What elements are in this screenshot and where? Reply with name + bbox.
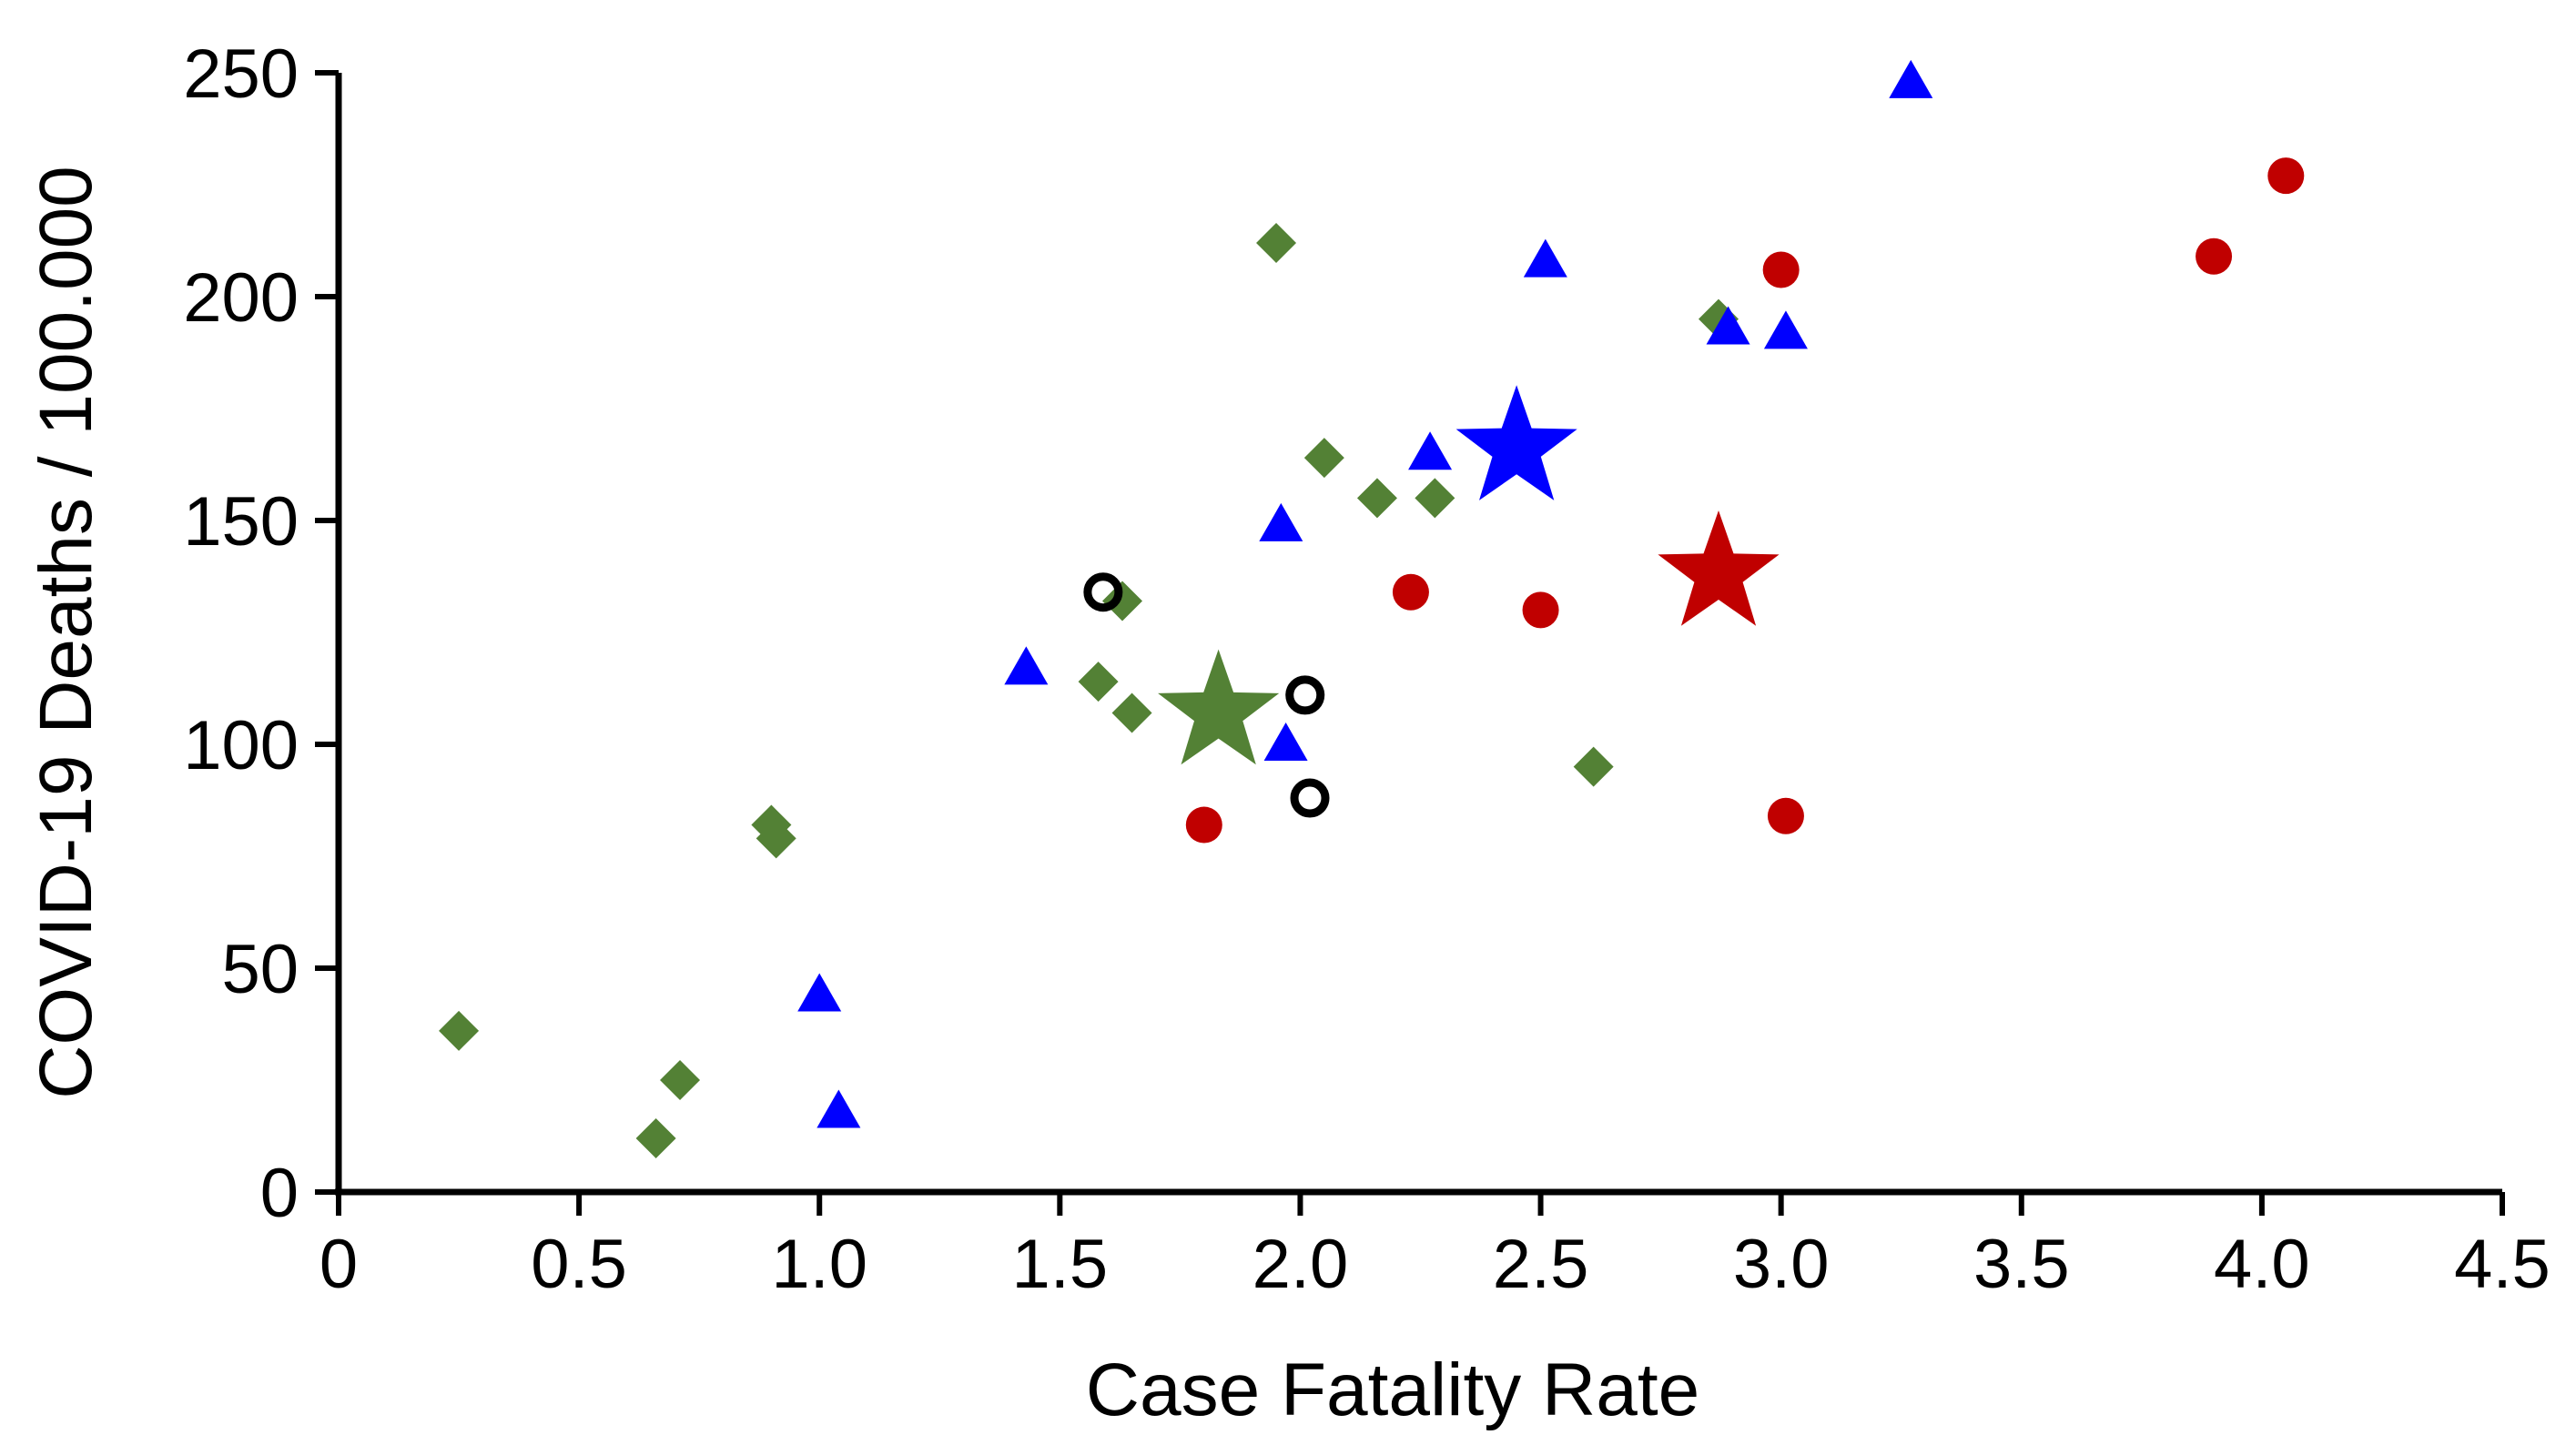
triangle-marker [816, 1089, 861, 1128]
x-ticks: 0 0.5 1.0 1.5 2.0 2.5 3.0 3.5 4.0 4.5 [319, 1192, 2551, 1303]
y-tick-label: 100 [183, 707, 299, 784]
y-tick-label: 50 [221, 931, 299, 1008]
diamond-marker [1415, 478, 1455, 519]
diamond-marker [1356, 478, 1397, 519]
triangle-marker [1706, 306, 1750, 345]
triangle-marker [1889, 59, 1933, 98]
diamond-marker [660, 1060, 701, 1100]
y-tick-label: 150 [183, 483, 299, 561]
diamond-marker [1078, 662, 1119, 702]
circle-marker [1762, 251, 1800, 288]
triangle-marker [1763, 310, 1808, 349]
open-circle-marker [1083, 572, 1123, 612]
star-marker [1158, 649, 1280, 765]
x-tick-label: 0.5 [531, 1226, 627, 1303]
x-tick-label: 0 [319, 1226, 358, 1303]
circle-marker [2267, 157, 2305, 195]
y-tick-label: 250 [183, 35, 299, 113]
x-tick-label: 2.5 [1493, 1226, 1589, 1303]
triangle-marker [1004, 646, 1049, 685]
diamond-marker [1111, 692, 1152, 733]
diamond-marker [1102, 581, 1143, 621]
y-axis-title: COVID-19 Deaths / 100.000 [25, 166, 107, 1099]
diamond-marker [1256, 222, 1297, 263]
open-circle-marker [1290, 778, 1330, 818]
circle-marker [1522, 591, 1559, 629]
triangle-marker [1259, 502, 1303, 541]
star-marker [1455, 385, 1577, 500]
diamond-marker [1573, 746, 1614, 787]
circle-marker [1392, 573, 1429, 611]
x-tick-label: 3.0 [1733, 1226, 1830, 1303]
diamond-marker [756, 818, 796, 859]
triangle-marker [1523, 238, 1567, 278]
diamond-marker [635, 1117, 676, 1158]
triangle-marker [1408, 431, 1453, 470]
x-tick-label: 3.5 [1973, 1226, 2070, 1303]
circle-marker [1185, 806, 1222, 844]
plot-area [439, 59, 2305, 1158]
x-axis-title: Case Fatality Rate [1086, 1349, 1700, 1431]
y-tick-label: 200 [183, 259, 299, 337]
triangle-marker [797, 973, 842, 1012]
diamond-marker [439, 1010, 480, 1051]
circle-marker [2196, 237, 2233, 275]
x-tick-label: 4.5 [2454, 1226, 2551, 1303]
triangle-marker [1263, 722, 1308, 761]
x-tick-label: 1.0 [771, 1226, 867, 1303]
x-tick-label: 1.5 [1012, 1226, 1109, 1303]
y-tick-label: 0 [260, 1155, 299, 1232]
markers-layer [439, 59, 2305, 1158]
star-marker [1658, 510, 1780, 626]
open-circle-marker [1285, 675, 1325, 715]
diamond-marker [1303, 438, 1344, 479]
x-tick-label: 4.0 [2214, 1226, 2310, 1303]
x-tick-label: 2.0 [1253, 1226, 1349, 1303]
axes: 0 0.5 1.0 1.5 2.0 2.5 3.0 3.5 4.0 4.5 0 50 100 150 20… [183, 35, 2551, 1303]
y-ticks: 0 50 100 150 200 250 [183, 35, 339, 1232]
circle-marker [1767, 797, 1804, 834]
